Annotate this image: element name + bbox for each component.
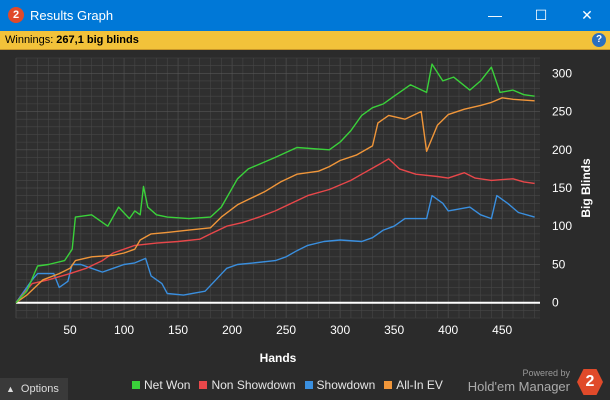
maximize-button[interactable]: ☐ (534, 7, 548, 23)
results-chart: 50 100 150 200 250 300 350 400 450 0 50 100 150 200 25… (15, 57, 593, 365)
x-tick-label: 400 (438, 323, 458, 337)
legend-label: All-In EV (396, 378, 443, 392)
x-tick-label: 450 (492, 323, 512, 337)
x-tick-label: 100 (114, 323, 134, 337)
legend-item[interactable]: Net Won (132, 378, 190, 392)
y-tick-label: 100 (552, 219, 572, 233)
legend-label: Showdown (316, 378, 376, 392)
y-tick-label: 50 (552, 257, 566, 271)
legend-swatch (199, 381, 208, 389)
x-tick-label: 50 (63, 323, 77, 337)
series-line-all-in-ev (15, 97, 535, 304)
x-tick-label: 150 (168, 323, 188, 337)
y-tick-label: 150 (552, 181, 572, 195)
winnings-value: 267,1 big blinds (56, 34, 139, 46)
minimize-button[interactable]: — (488, 7, 502, 23)
legend-label: Net Won (144, 378, 191, 392)
x-tick-label: 350 (384, 323, 404, 337)
legend-item[interactable]: Non Showdown (199, 378, 296, 392)
legend-swatch (384, 381, 393, 389)
legend-item[interactable]: Showdown (304, 378, 376, 392)
y-tick-label: 300 (552, 66, 572, 80)
series-line-net-won (15, 63, 535, 304)
legend-item[interactable]: All-In EV (384, 378, 443, 392)
title-bar: 2 Results Graph — ☐ ✕ (0, 0, 610, 31)
close-button[interactable]: ✕ (581, 7, 593, 23)
options-label: Options (20, 383, 59, 395)
window-title: Results Graph (30, 8, 114, 23)
app-logo-icon: 2 (8, 7, 24, 23)
legend-label: Non Showdown (211, 378, 296, 392)
y-tick-label: 250 (552, 105, 572, 119)
series-line-non-showdown (15, 158, 535, 304)
legend-swatch (304, 381, 313, 389)
winnings-summary-bar: Winnings: 267,1 big blinds ? (0, 31, 610, 50)
series-line-showdown (15, 194, 535, 304)
chevron-up-icon: ▲ (6, 384, 15, 394)
options-button[interactable]: ▲ Options (0, 378, 68, 400)
x-axis-title: Hands (260, 351, 297, 365)
branding: Powered by Hold'em Manager (468, 368, 570, 394)
powered-by-text: Powered by (522, 368, 570, 378)
y-tick-label: 0 (552, 296, 559, 310)
help-icon[interactable]: ? (592, 33, 606, 47)
legend-swatch (132, 381, 140, 389)
chart-legend: Net Won Non Showdown Showdown All-In EV (132, 378, 452, 398)
y-tick-label: 200 (552, 143, 572, 157)
y-axis-title: Big Blinds (579, 158, 593, 218)
winnings-label: Winnings: (5, 34, 54, 46)
x-tick-label: 300 (330, 323, 350, 337)
brand-name: Hold'em Manager (467, 379, 570, 394)
x-tick-label: 200 (222, 323, 242, 337)
x-tick-label: 250 (276, 323, 296, 337)
